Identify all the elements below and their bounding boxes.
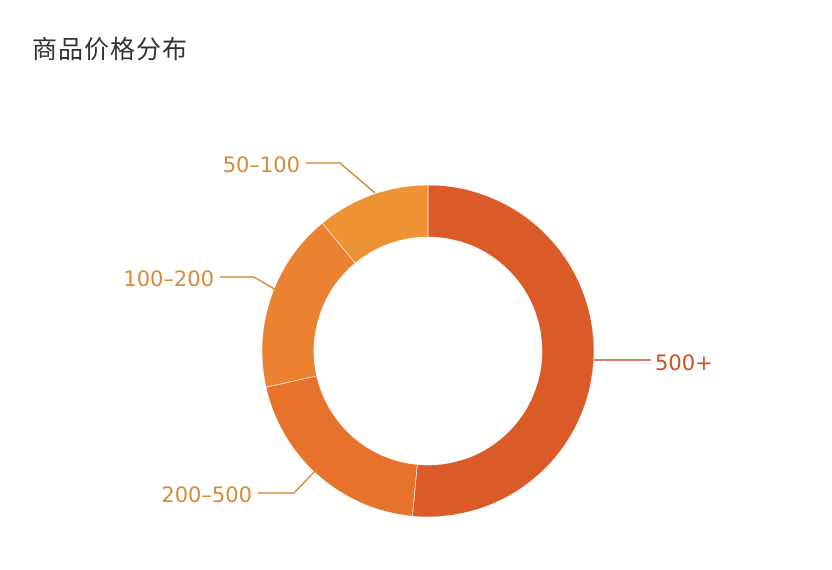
donut-slices [261,184,595,518]
leader-line-200-500 [258,467,319,494]
label-leader-lines [220,162,651,494]
leader-line-100-200 [220,276,277,291]
leader-line-50-100 [306,162,376,194]
slice-label-50-100: 50–100 [223,153,300,177]
chart-title: 商品价格分布 [32,35,189,64]
slice-label-500plus: 500+ [655,351,713,375]
slice-200-500 [265,375,418,517]
slice-label-200-500: 200–500 [161,483,252,507]
slice-100-200 [261,222,356,388]
slice-labels: 500+ 200–500 100–200 50–100 [123,153,712,507]
slice-50-100 [321,184,429,264]
slice-500plus [412,184,595,518]
slice-label-100-200: 100–200 [123,267,214,291]
